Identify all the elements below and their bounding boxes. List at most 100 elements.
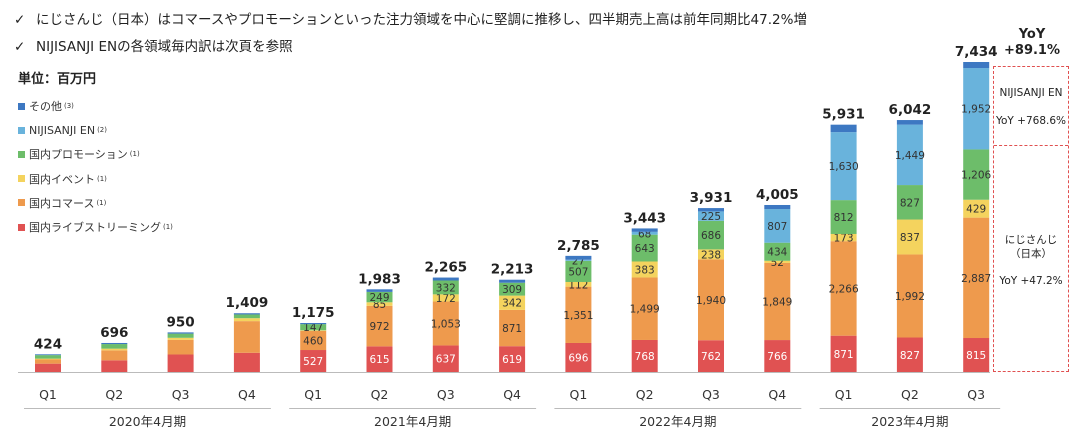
bar-segment-en xyxy=(963,68,990,150)
segment-label: 507 xyxy=(568,266,588,278)
bar-segment-event xyxy=(565,281,592,287)
category-tick-label: Q3 xyxy=(172,387,190,402)
segment-label: 837 xyxy=(900,232,920,244)
segment-label: 460 xyxy=(303,335,323,347)
segment-label: 383 xyxy=(635,264,655,276)
segment-label: 1,952 xyxy=(961,104,991,116)
total-label: 2,785 xyxy=(557,238,600,254)
bar-segment-en xyxy=(698,211,724,221)
total-label: 1,175 xyxy=(292,305,335,321)
segment-label: 696 xyxy=(568,352,588,364)
segment-label: 225 xyxy=(701,211,721,223)
category-tick-label: Q2 xyxy=(371,387,389,402)
segment-label: 615 xyxy=(369,354,389,366)
segment-label: 815 xyxy=(966,350,986,362)
bar-segment-live xyxy=(366,346,393,372)
segment-label: 238 xyxy=(701,249,721,261)
callout-divider xyxy=(994,145,1068,146)
segment-label: 768 xyxy=(635,351,655,363)
total-label: 3,931 xyxy=(690,190,733,206)
bar-segment-live xyxy=(499,346,526,372)
category-tick-label: Q1 xyxy=(835,387,853,402)
legend-footnote: (1) xyxy=(97,174,107,183)
bar-segment-promotion xyxy=(499,282,526,296)
bar-segment-commerce xyxy=(565,286,592,343)
legend-footnote: (3) xyxy=(64,102,74,111)
bar-segment-event xyxy=(830,233,857,242)
segment-label: 972 xyxy=(369,321,389,333)
category-tick-label: Q4 xyxy=(503,387,521,402)
bar-segment-live xyxy=(233,352,260,372)
bar-segment-commerce xyxy=(432,301,459,346)
bar-segment-live xyxy=(631,339,658,372)
bar-segment-other xyxy=(698,208,724,212)
total-label: 3,443 xyxy=(623,210,666,226)
callout-jp-name: にじさんじ （日本） xyxy=(994,233,1068,261)
group-label: 2021年4月期 xyxy=(374,414,451,429)
category-tick-label: Q2 xyxy=(105,387,123,402)
segment-label: 342 xyxy=(502,298,522,310)
bar-segment-live xyxy=(698,340,724,372)
legend-label: 国内ライブストリーミング xyxy=(29,221,161,235)
segment-label: 827 xyxy=(900,350,920,362)
bar-segment-en xyxy=(896,124,923,186)
legend-swatch xyxy=(18,175,25,183)
segment-label: 249 xyxy=(369,292,389,304)
callout-jp-yoy: YoY +47.2% xyxy=(999,275,1063,287)
yoy-total: YoY +89.1% xyxy=(997,27,1067,59)
chart-legend: その他 (3) NIJISANJI EN (2) 国内プロモーション (1) 国内イベント(… xyxy=(18,94,173,239)
bar-segment-live xyxy=(963,338,990,372)
legend-footnote: (1) xyxy=(96,198,107,207)
total-label: 1,983 xyxy=(358,271,401,287)
segment-label: 1,351 xyxy=(563,310,593,322)
segment-label: 173 xyxy=(834,233,854,245)
bar-segment-other xyxy=(963,62,990,69)
total-label: 2,213 xyxy=(491,262,534,278)
bar-segment-commerce xyxy=(499,309,526,347)
segment-label: 309 xyxy=(502,284,522,296)
bar-segment-live xyxy=(35,363,61,372)
bar-segment-live xyxy=(896,337,923,372)
legend-item: 国内ライブストリーミング (1) xyxy=(18,215,173,239)
group-label: 2020年4月期 xyxy=(109,414,186,429)
segment-label: 1,499 xyxy=(630,304,660,316)
bar-segment-promotion xyxy=(896,185,923,220)
group-label: 2022年4月期 xyxy=(639,414,716,429)
bar-segment-other xyxy=(764,204,791,210)
bar-segment-other xyxy=(830,124,857,133)
bar-segment-en xyxy=(764,209,791,243)
segment-label: 1,849 xyxy=(762,297,792,309)
total-label: 424 xyxy=(34,336,62,352)
legend-label: 国内プロモーション xyxy=(29,148,128,162)
group-label: 2023年4月期 xyxy=(871,414,948,429)
bar-segment-live xyxy=(565,342,592,372)
total-label: 950 xyxy=(167,314,195,330)
bar-segment-event xyxy=(432,294,459,302)
bar-segment-en xyxy=(565,259,592,261)
yoy-callout-box: NIJISANJI EN YoY +768.6% にじさんじ （日本） YoY … xyxy=(993,66,1069,372)
bar-segment-live xyxy=(101,360,128,372)
segment-label: 871 xyxy=(502,323,522,335)
bar-segment-commerce xyxy=(300,330,327,351)
legend-swatch xyxy=(18,126,25,134)
bar-segment-promotion xyxy=(764,242,791,261)
bar-segment-promotion xyxy=(830,200,857,234)
segment-label: 1,206 xyxy=(961,170,991,182)
bar-segment-promotion xyxy=(101,344,128,349)
legend-item: その他 (3) xyxy=(18,94,173,118)
legend-label: 国内コマース xyxy=(29,196,95,210)
legend-item: NIJISANJI EN (2) xyxy=(18,118,173,142)
bar-segment-promotion xyxy=(698,220,724,250)
total-label: 1,409 xyxy=(226,295,269,311)
segment-label: 434 xyxy=(767,247,787,259)
bar-segment-event xyxy=(233,318,260,322)
category-tick-label: Q1 xyxy=(304,387,322,402)
bullet-1: ✓ にじさんじ（日本）はコマースやプロモーションといった注力領域を中心に堅調に推移… xyxy=(14,8,807,28)
bar-segment-event xyxy=(167,337,194,340)
segment-label: 807 xyxy=(767,221,787,233)
legend-item: 国内プロモーション (1) xyxy=(18,142,173,166)
segment-label: 619 xyxy=(502,354,522,366)
callout-en-name: NIJISANJI EN xyxy=(999,87,1063,99)
bar-segment-live xyxy=(432,345,459,372)
legend-label: その他 xyxy=(29,100,62,114)
